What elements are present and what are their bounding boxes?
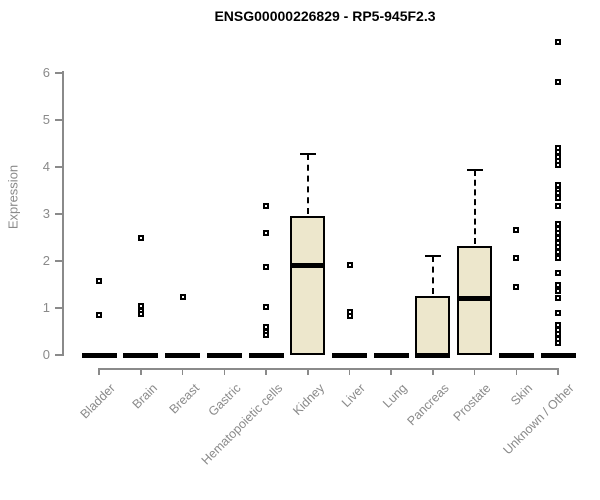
outlier-point-hematopoietic-cells <box>263 230 270 237</box>
whisker-pancreas <box>431 255 434 294</box>
outlier-point-unknown-other <box>555 194 562 201</box>
outlier-point-unknown-other <box>555 181 562 188</box>
x-category-label-breast: Breast <box>166 381 202 417</box>
y-tick-label: 4 <box>42 159 50 174</box>
median-lung <box>373 352 409 358</box>
y-tick <box>55 213 62 215</box>
x-category-label-liver: Liver <box>339 381 369 411</box>
outlier-point-liver <box>346 312 353 319</box>
x-tick-brain <box>140 368 142 375</box>
y-tick <box>55 72 62 74</box>
y-tick-label: 1 <box>42 300 50 315</box>
median-hematopoietic-cells <box>248 352 284 358</box>
chart-title: ENSG00000226829 - RP5-945F2.3 <box>214 8 436 24</box>
x-tick-hematopoietic-cells <box>265 368 267 375</box>
outlier-point-unknown-other <box>555 321 562 328</box>
outlier-point-hematopoietic-cells <box>263 303 270 310</box>
outlier-point-hematopoietic-cells <box>263 332 270 339</box>
outlier-point-unknown-other <box>555 281 562 288</box>
outlier-point-unknown-other <box>555 203 562 210</box>
x-category-label-skin: Skin <box>508 381 536 409</box>
x-category-label-prostate: Prostate <box>450 381 494 424</box>
outlier-point-unknown-other <box>555 295 562 302</box>
y-tick-label: 5 <box>42 112 50 127</box>
median-pancreas <box>415 352 451 358</box>
y-tick-label: 0 <box>42 347 50 362</box>
y-axis-line <box>62 71 64 356</box>
outlier-point-unknown-other <box>555 339 562 346</box>
median-brain <box>123 352 159 358</box>
outlier-point-breast <box>179 294 186 301</box>
outlier-point-unknown-other <box>555 230 562 237</box>
whisker-cap-prostate <box>466 168 483 172</box>
outlier-point-skin <box>513 283 520 290</box>
outlier-point-skin <box>513 226 520 233</box>
median-bladder <box>81 352 117 358</box>
y-tick <box>55 307 62 309</box>
x-tick-liver <box>348 368 351 375</box>
x-axis-line <box>98 368 559 370</box>
outlier-point-hematopoietic-cells <box>263 263 270 270</box>
x-tick-lung <box>390 368 392 375</box>
whisker-kidney <box>306 153 309 214</box>
outlier-point-unknown-other <box>555 270 562 277</box>
outlier-point-unknown-other <box>555 287 562 294</box>
box-kidney <box>290 215 326 355</box>
x-category-label-hematopoietic-cells: Hematopoietic cells <box>198 381 285 468</box>
outlier-point-unknown-other <box>555 220 562 227</box>
outlier-point-unknown-other <box>555 249 562 256</box>
x-category-label-lung: Lung <box>380 381 411 411</box>
median-unknown-other <box>540 352 576 358</box>
outlier-point-unknown-other <box>555 38 562 45</box>
outlier-point-hematopoietic-cells <box>263 203 270 210</box>
outlier-point-brain <box>137 311 144 318</box>
outlier-point-bladder <box>96 312 103 319</box>
y-tick <box>55 354 62 356</box>
x-tick-unknown-other <box>557 368 559 375</box>
y-tick-label: 6 <box>42 65 50 80</box>
median-liver <box>332 352 368 358</box>
x-tick-kidney <box>307 368 309 375</box>
x-category-label-gastric: Gastric <box>205 381 244 419</box>
x-tick-skin <box>515 368 518 375</box>
median-kidney <box>290 262 326 268</box>
outlier-point-unknown-other <box>555 78 562 85</box>
x-tick-breast <box>181 368 184 375</box>
x-tick-pancreas <box>432 368 434 375</box>
median-skin <box>498 352 534 358</box>
median-breast <box>165 352 201 358</box>
x-tick-bladder <box>98 368 100 375</box>
median-gastric <box>206 352 242 358</box>
outlier-point-unknown-other <box>555 243 562 250</box>
outlier-point-liver <box>346 262 353 269</box>
x-category-label-kidney: Kidney <box>289 381 327 418</box>
outlier-point-brain <box>137 234 144 241</box>
whisker-cap-pancreas <box>424 254 441 258</box>
y-tick-label: 2 <box>42 253 50 268</box>
outlier-point-unknown-other <box>555 255 562 262</box>
outlier-point-skin <box>513 255 520 262</box>
y-tick <box>55 166 62 168</box>
outlier-point-bladder <box>96 278 103 285</box>
box-pancreas <box>415 295 451 355</box>
y-tick <box>55 260 62 262</box>
x-tick-gastric <box>223 368 226 375</box>
median-prostate <box>457 295 493 301</box>
x-category-label-pancreas: Pancreas <box>404 381 452 429</box>
y-tick-label: 3 <box>42 206 50 221</box>
outlier-point-unknown-other <box>555 309 562 316</box>
whisker-prostate <box>473 169 476 244</box>
y-axis-label: Expression <box>5 164 21 230</box>
outlier-point-unknown-other <box>555 161 562 168</box>
x-tick-prostate <box>473 368 476 375</box>
x-category-label-brain: Brain <box>129 381 160 412</box>
whisker-cap-kidney <box>299 152 316 156</box>
y-tick <box>55 119 62 121</box>
x-category-label-bladder: Bladder <box>77 381 119 422</box>
